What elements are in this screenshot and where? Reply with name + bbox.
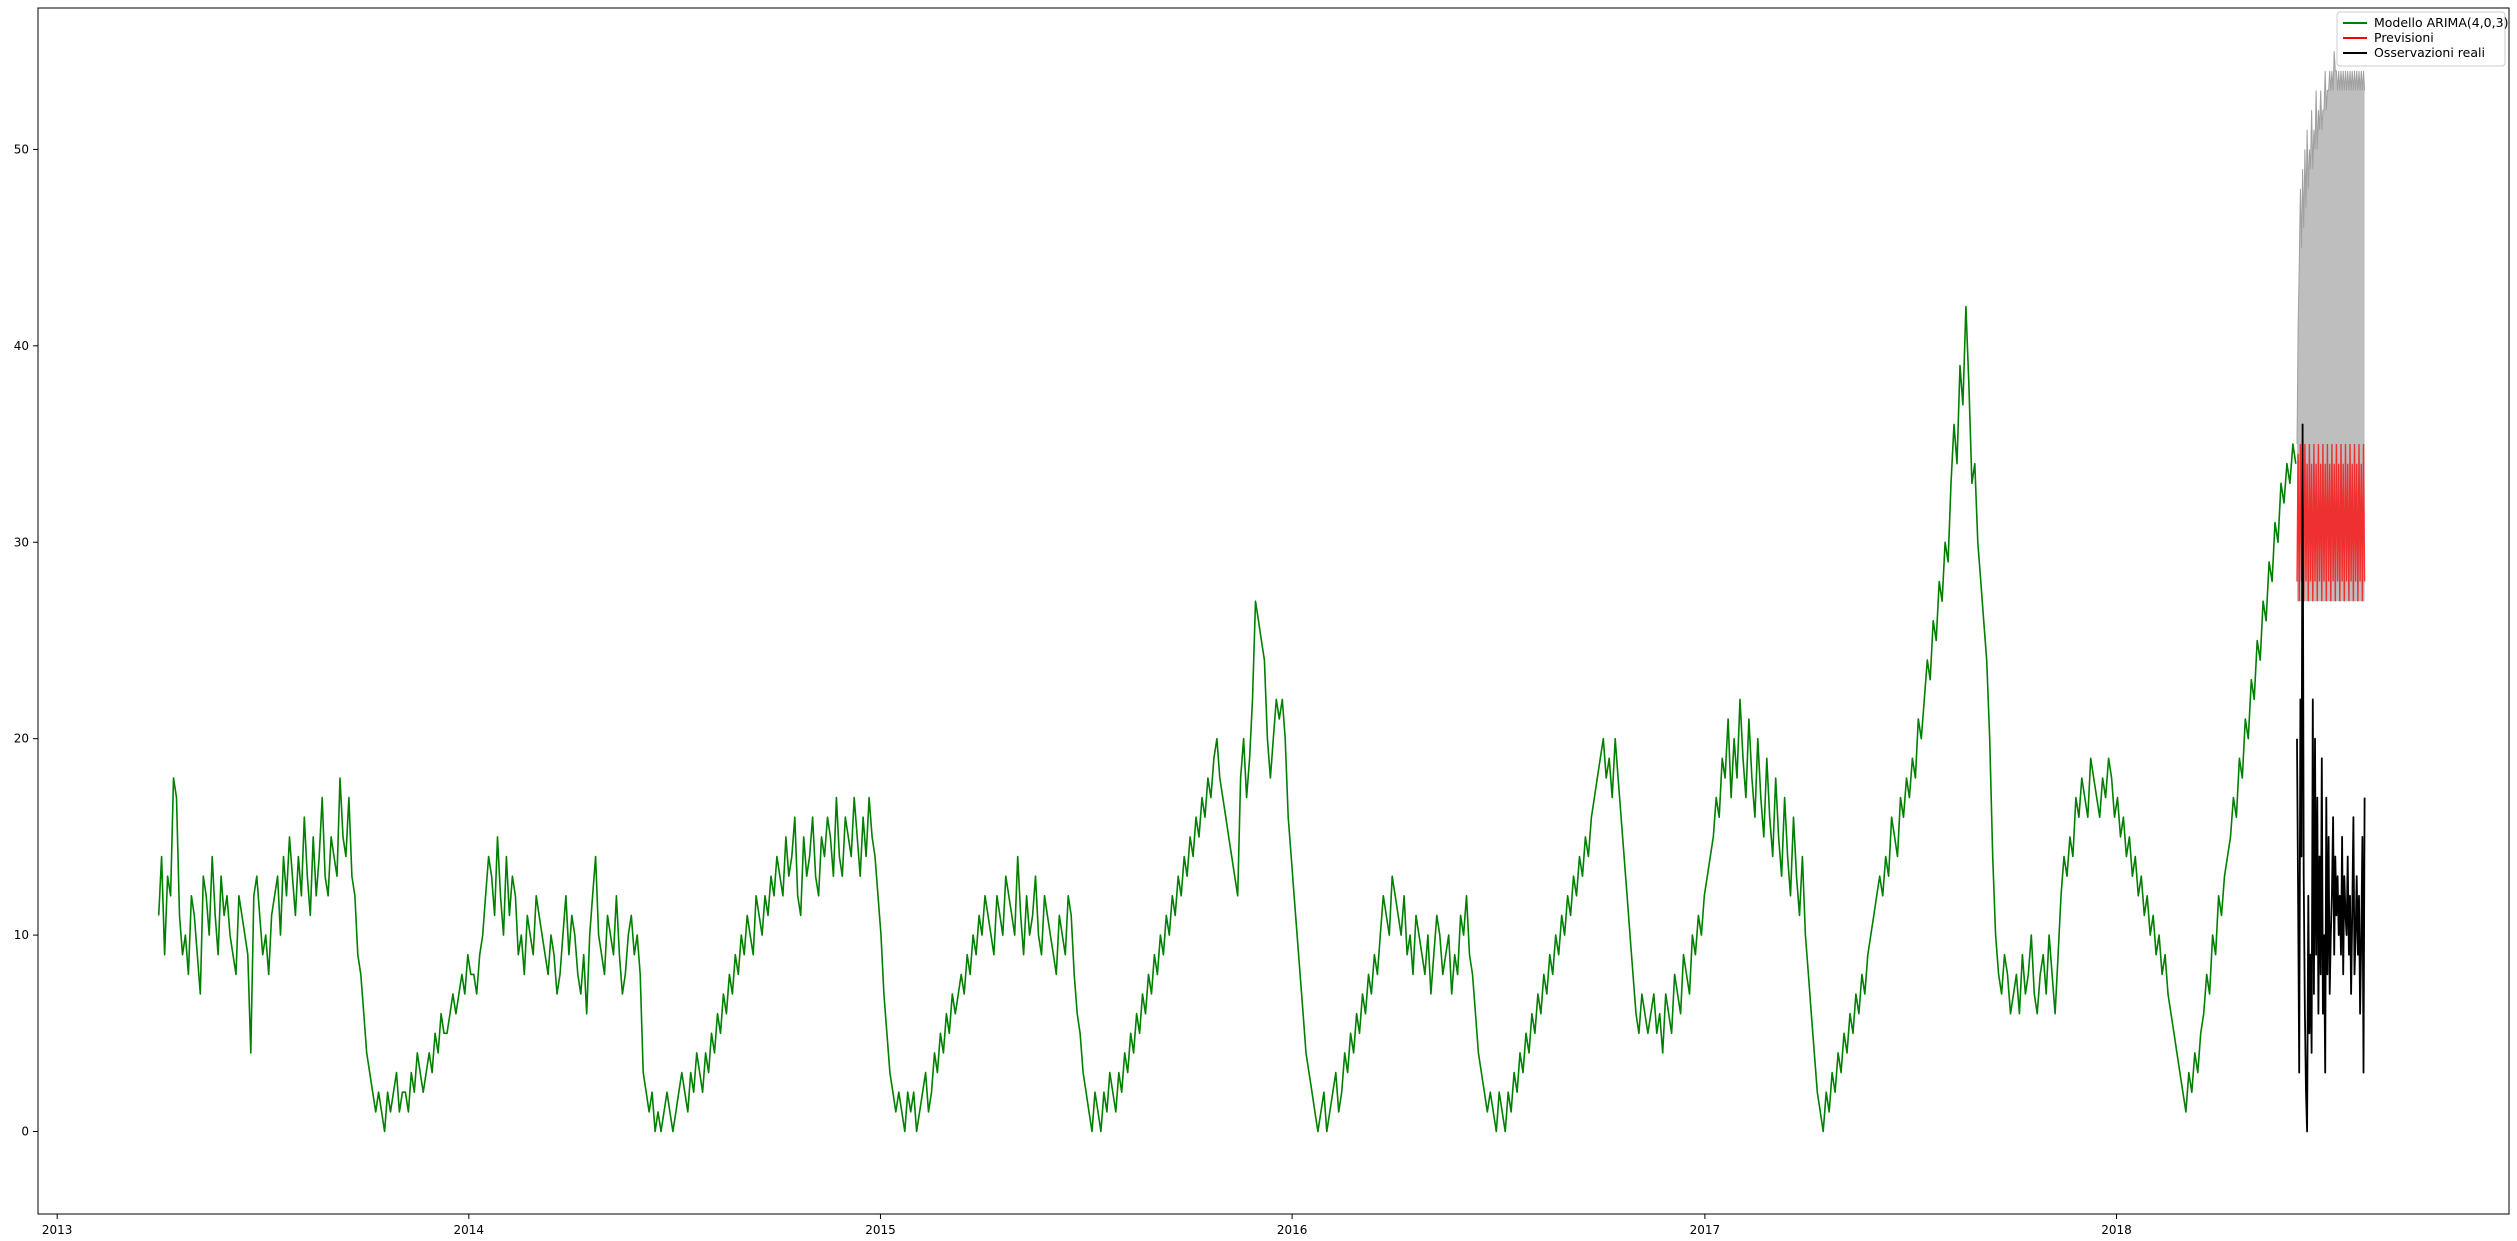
y-tick-label-0: 0 [21,1125,29,1139]
legend-label-forecast: Previsioni [2374,30,2434,45]
x-tick-label-2016: 2016 [1277,1223,1308,1237]
x-tick-label-2014: 2014 [454,1223,485,1237]
plot-frame [37,7,2510,1215]
series-line-observed [2296,423,2366,1133]
x-tick-label-2013: 2013 [42,1223,73,1237]
x-tick-label-2017: 2017 [1690,1223,1721,1237]
legend: Modello ARIMA(4,0,3)PrevisioniOsservazio… [2336,11,2508,67]
axes: 2013 2014 2015 2016 2017 2018 0 10 20 30 40 50 [14,142,2132,1237]
y-tick-label-20: 20 [14,732,29,746]
y-tick-label-50: 50 [14,142,29,156]
series-line-forecast [2296,443,2366,602]
x-tick-label-2018: 2018 [2101,1223,2132,1237]
forecast-upper-bound [2296,51,2366,445]
series-layer [157,305,2366,1133]
y-tick-label-10: 10 [14,928,29,942]
legend-label-arima: Modello ARIMA(4,0,3) [2374,15,2508,30]
series-line-arima [157,305,2297,1133]
y-tick-label-30: 30 [14,535,29,549]
x-tick-label-2015: 2015 [865,1223,896,1237]
legend-label-observed: Osservazioni reali [2374,45,2485,60]
y-tick-label-40: 40 [14,339,29,353]
legend-box [2336,11,2506,67]
